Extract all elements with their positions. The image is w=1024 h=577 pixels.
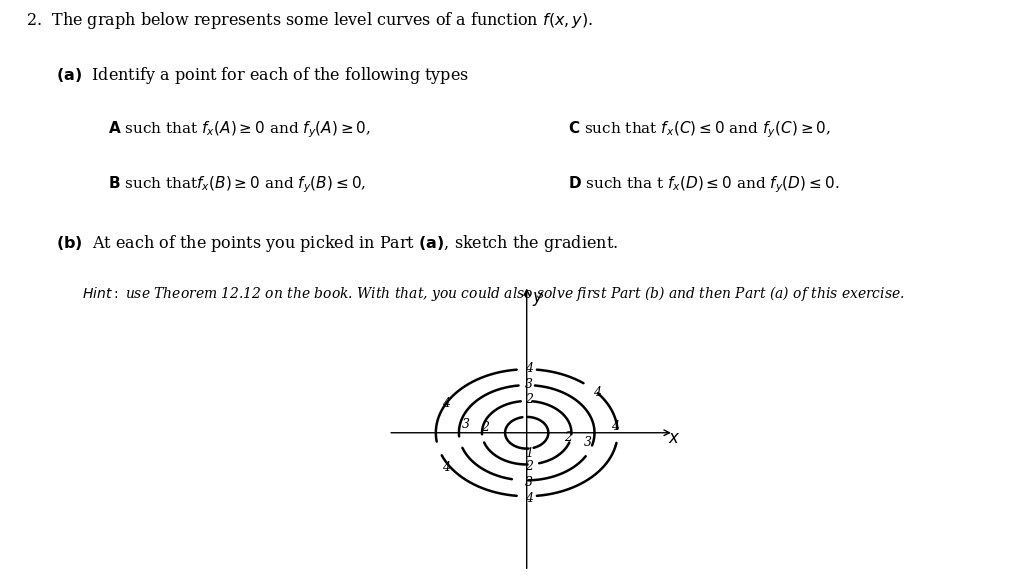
Text: 4: 4 (525, 362, 534, 374)
Text: $\mathbf{B}$ such that$f_x(B) \geq 0$ and $f_y(B) \leq 0$,: $\mathbf{B}$ such that$f_x(B) \geq 0$ an… (108, 174, 366, 195)
Text: $\mathbf{C}$ such that $f_x(C) \leq 0$ and $f_y(C) \geq 0$,: $\mathbf{C}$ such that $f_x(C) \leq 0$ a… (568, 119, 831, 140)
Text: 3: 3 (584, 436, 592, 449)
Text: $x$: $x$ (668, 430, 681, 447)
Text: $\mathbf{A}$ such that $f_x(A) \geq 0$ and $f_y(A) \geq 0$,: $\mathbf{A}$ such that $f_x(A) \geq 0$ a… (108, 119, 371, 140)
Text: $\mathbf{(b)}$  At each of the points you picked in Part $\mathbf{(a)}$, sketch : $\mathbf{(b)}$ At each of the points you… (56, 233, 618, 254)
Text: 2: 2 (481, 421, 488, 434)
Text: 3: 3 (462, 418, 470, 430)
Text: 4: 4 (610, 421, 618, 433)
Text: $\it{Hint:}$ use Theorem 12.12 on the book. With that, you could also solve firs: $\it{Hint:}$ use Theorem 12.12 on the bo… (82, 284, 904, 304)
Text: 3: 3 (525, 378, 534, 391)
Text: 2: 2 (525, 460, 534, 473)
Text: $y$: $y$ (531, 290, 545, 308)
Text: $\mathbf{D}$ such tha t $f_x(D) \leq 0$ and $f_y(D) \leq 0$.: $\mathbf{D}$ such tha t $f_x(D) \leq 0$ … (568, 174, 840, 195)
Text: 4: 4 (442, 398, 450, 410)
Text: 2: 2 (525, 393, 534, 406)
Text: 4: 4 (525, 492, 534, 505)
Text: $\mathbf{(a)}$  Identify a point for each of the following types: $\mathbf{(a)}$ Identify a point for each… (56, 65, 469, 85)
Text: 1: 1 (525, 447, 534, 460)
Text: 4: 4 (442, 461, 450, 474)
Text: 4: 4 (593, 386, 601, 399)
Text: 2.  The graph below represents some level curves of a function $f(x, y)$.: 2. The graph below represents some level… (26, 10, 593, 31)
Text: 3: 3 (525, 476, 534, 489)
Text: 2: 2 (564, 432, 572, 444)
